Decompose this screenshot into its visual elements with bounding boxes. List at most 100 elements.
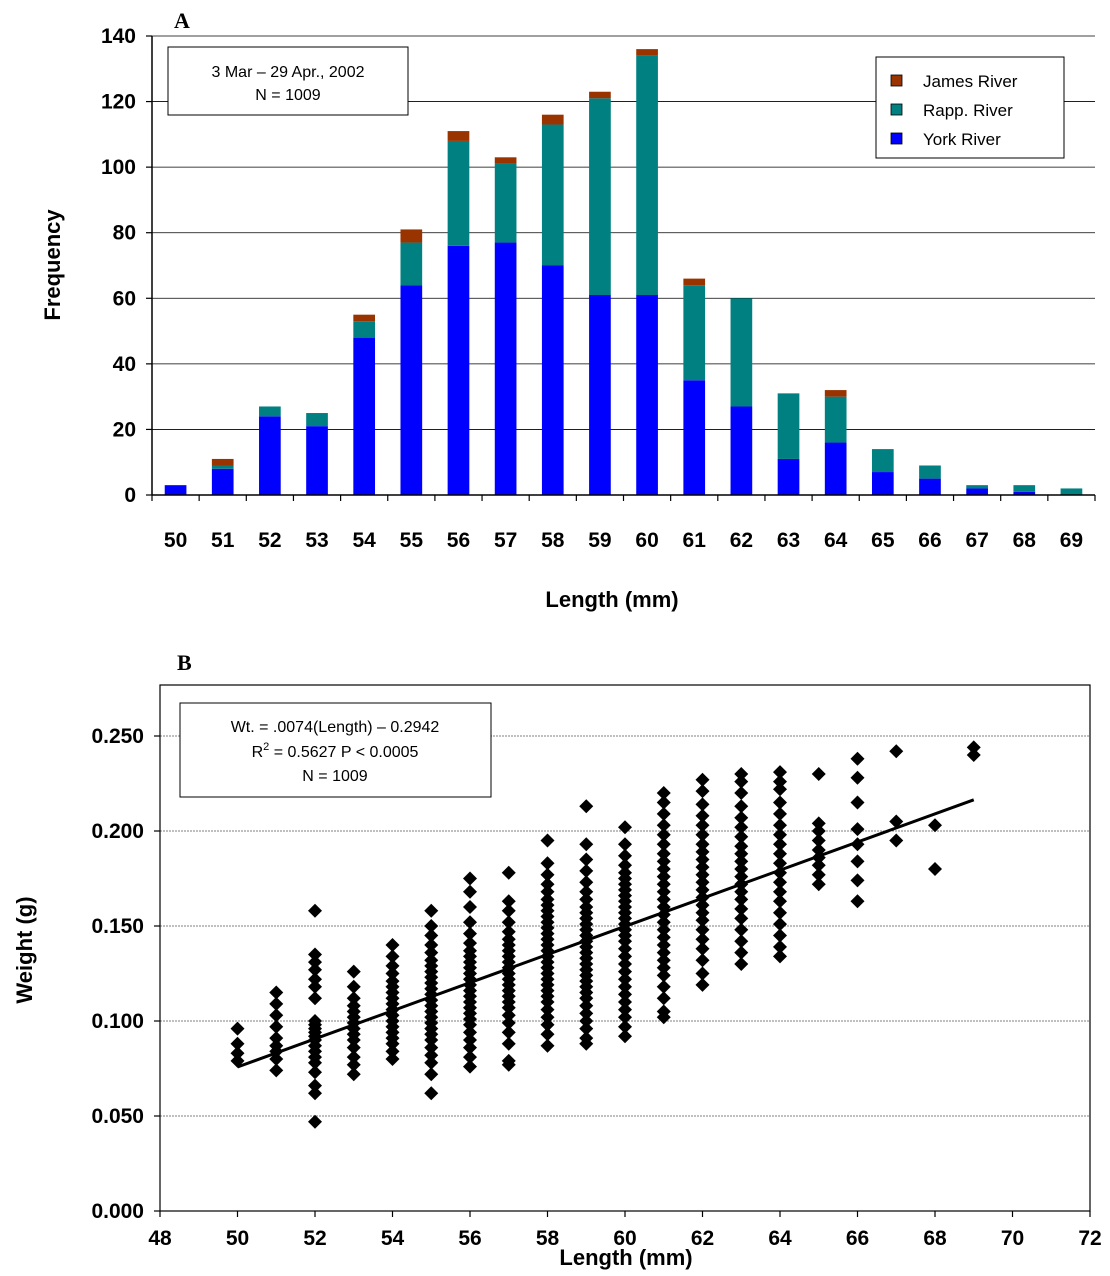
data-point	[463, 1025, 477, 1040]
data-point	[346, 1050, 361, 1065]
bar-segment-james-river	[494, 157, 517, 164]
data-point	[695, 953, 710, 968]
data-point	[734, 869, 749, 884]
y-tick-label: 0.050	[91, 1105, 144, 1128]
bar-segment-york-river	[306, 426, 328, 495]
data-point	[346, 979, 361, 994]
data-point	[811, 767, 826, 781]
data-point	[734, 799, 749, 814]
x-tick-label: 64	[768, 1227, 792, 1250]
data-point	[463, 871, 477, 886]
x-tick-label: 66	[846, 1227, 869, 1250]
data-point	[966, 740, 981, 755]
y-tick-label: 80	[113, 222, 136, 245]
data-point	[656, 786, 671, 800]
data-point	[579, 1031, 594, 1046]
data-point	[308, 1078, 322, 1093]
data-point	[656, 945, 671, 960]
data-point	[618, 1010, 632, 1025]
y-tick-label: 0.250	[91, 725, 144, 748]
data-point	[695, 852, 710, 867]
data-point	[618, 964, 632, 979]
data-point	[618, 949, 632, 964]
bar-segment-rapp-river	[919, 465, 941, 479]
data-point	[695, 882, 710, 897]
x-tick-label: 63	[777, 529, 800, 552]
y-tick-label: 0.100	[91, 1010, 144, 1033]
data-point	[656, 922, 671, 937]
bar-segment-james-river	[824, 390, 847, 397]
data-point	[540, 892, 555, 907]
data-point	[656, 953, 671, 968]
data-point	[734, 854, 749, 869]
data-point	[734, 934, 749, 949]
y-tick-label: 120	[101, 91, 136, 114]
data-point	[308, 1086, 322, 1101]
data-point	[540, 884, 555, 899]
y-tick-label: 0.000	[91, 1200, 144, 1223]
data-point	[269, 1019, 284, 1034]
panel-b-r-squared: R2 = 0.5627 P < 0.0005	[252, 741, 419, 761]
x-tick-label: 68	[923, 1227, 947, 1250]
y-tick-label: 60	[113, 287, 136, 310]
data-point	[695, 905, 710, 920]
data-point	[540, 1027, 555, 1042]
data-point	[695, 860, 710, 875]
bar-segment-james-river	[683, 278, 706, 286]
data-point	[579, 892, 594, 907]
data-point	[424, 903, 439, 918]
panel-a-annotation-box: 3 Mar – 29 Apr., 2002 N = 1009	[167, 46, 409, 116]
bar-segment-york-river	[730, 406, 753, 495]
data-point	[463, 1059, 477, 1074]
bar-segment-rapp-river	[777, 393, 800, 459]
data-point	[579, 799, 594, 814]
data-point	[695, 922, 710, 937]
y-tick-label: 0.150	[91, 915, 144, 938]
bar-segment-york-river	[447, 245, 470, 495]
bar-segment-york-river	[636, 295, 658, 495]
data-point	[656, 877, 671, 892]
data-point	[656, 862, 671, 876]
data-point	[308, 947, 322, 962]
data-point	[656, 818, 671, 833]
data-point	[850, 822, 865, 837]
x-tick-label: 64	[824, 529, 848, 552]
legend-label-york-river: York River	[923, 130, 1001, 149]
data-point	[618, 957, 632, 971]
data-point	[618, 995, 632, 1009]
x-tick-label: 57	[494, 529, 517, 552]
data-point	[811, 824, 826, 838]
data-point	[695, 932, 710, 947]
data-point	[230, 1036, 245, 1051]
data-point	[850, 873, 865, 888]
y-tick-label: 140	[101, 25, 136, 48]
data-point	[269, 1031, 284, 1046]
data-point	[463, 1050, 477, 1065]
data-point	[424, 938, 439, 952]
panel-a-sample-size: N = 1009	[255, 87, 320, 104]
x-tick-label: 52	[303, 1227, 326, 1250]
data-point	[656, 968, 671, 983]
data-point	[734, 846, 749, 861]
data-point	[773, 782, 787, 797]
data-point	[230, 1046, 245, 1061]
bar-segment-york-river	[259, 416, 281, 495]
data-point	[308, 1114, 322, 1129]
data-point	[773, 905, 787, 920]
bar-segment-york-river	[683, 380, 706, 495]
data-point	[424, 945, 439, 960]
bar-segment-york-river	[824, 442, 847, 495]
data-point	[424, 919, 439, 933]
data-point	[656, 892, 671, 907]
data-point	[773, 884, 787, 899]
x-tick-label: 68	[1013, 529, 1037, 552]
data-point	[424, 1040, 439, 1055]
data-point	[579, 875, 594, 890]
data-point	[966, 748, 981, 762]
bar-segment-james-river	[211, 458, 234, 466]
data-point	[308, 1065, 322, 1080]
data-point	[579, 1006, 594, 1021]
data-point	[385, 1052, 400, 1066]
panel-b: B 0.000 0.050 0.100 0.150 0.200 0.250 48 50 52 5…	[12, 650, 1102, 1270]
x-tick-label: 67	[965, 529, 988, 552]
